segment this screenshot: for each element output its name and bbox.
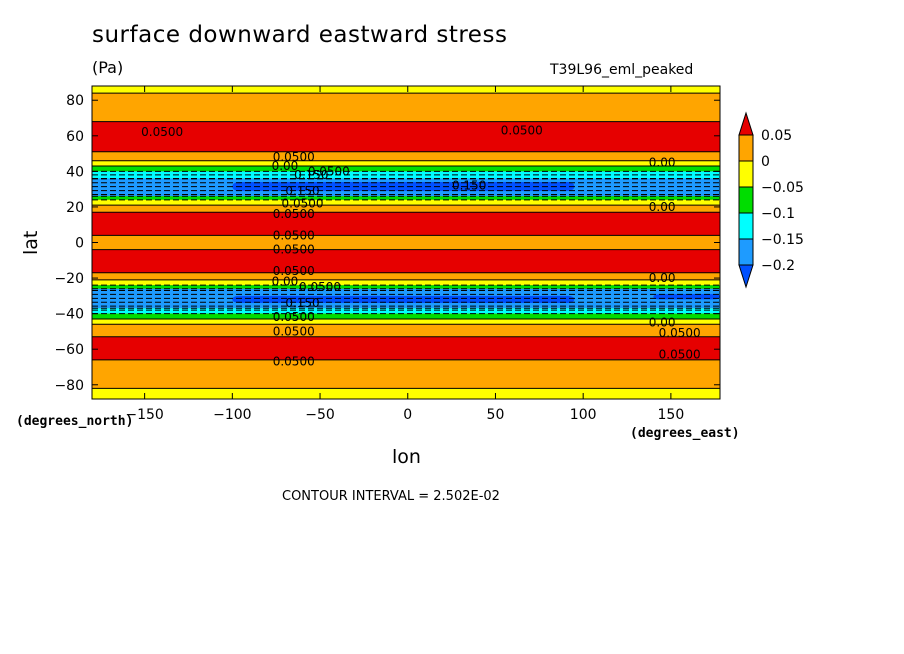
- contour-label: 0.00: [649, 316, 676, 330]
- stress-band: [92, 279, 720, 286]
- x-axis-label: lon: [392, 446, 421, 468]
- y-tick-label: −80: [54, 378, 84, 394]
- contour-label: 0.0500: [273, 207, 315, 221]
- y-tick-label: −40: [54, 307, 84, 323]
- contour-label: 0.0500: [141, 125, 183, 139]
- colorbar-label: −0.15: [761, 232, 804, 248]
- x-tick-label: −100: [213, 407, 251, 423]
- stress-band: [92, 318, 720, 325]
- x-unit-label: (degrees_east): [630, 426, 740, 441]
- stress-band: [92, 171, 720, 179]
- stress-band: [92, 235, 720, 250]
- y-tick-label: 60: [66, 129, 84, 145]
- contour-label: 0.0500: [273, 264, 315, 278]
- contour-label: 0.0500: [273, 310, 315, 324]
- y-tick-label: 0: [75, 236, 84, 252]
- stress-band: [92, 388, 720, 399]
- stress-band: [92, 249, 720, 273]
- stress-band: [92, 313, 720, 319]
- contour-label: 0.00: [649, 200, 676, 214]
- stress-band: [92, 324, 720, 337]
- colorbar-segment: [738, 212, 754, 240]
- contour-label: 0.0500: [659, 326, 701, 340]
- colorbar-label: −0.05: [761, 180, 804, 196]
- contour-label: 0.00: [272, 275, 299, 289]
- x-tick-label: −50: [305, 407, 335, 423]
- contour-label: 0.0500: [308, 164, 350, 178]
- chart-units: (Pa): [92, 58, 124, 77]
- stress-band: [92, 121, 720, 152]
- colorbar-segment: [738, 238, 754, 266]
- x-tick-label: −150: [125, 407, 163, 423]
- stress-band: [92, 272, 720, 280]
- stress-band: [92, 285, 720, 289]
- x-tick-label: 0: [403, 407, 412, 423]
- colorbar-segment: [738, 134, 754, 162]
- colorbar-label: −0.2: [761, 258, 795, 274]
- colorbar-segment: [738, 160, 754, 188]
- y-tick-label: 40: [66, 164, 84, 180]
- contour-label: 0.0500: [273, 355, 315, 369]
- strong-westward-patch: [232, 295, 575, 303]
- stress-band: [92, 205, 720, 213]
- stress-band: [92, 151, 720, 161]
- contour-label: 0.150: [285, 184, 319, 198]
- stress-band: [92, 160, 720, 167]
- stress-band: [92, 166, 720, 172]
- colorbar-label: −0.1: [761, 206, 795, 222]
- stress-band: [92, 199, 720, 206]
- contour-label: 0.150: [294, 168, 328, 182]
- contour-label: 0.0500: [273, 228, 315, 242]
- stress-band: [92, 196, 720, 200]
- y-tick-label: 80: [66, 93, 84, 109]
- colorbar-label: 0: [761, 154, 770, 170]
- x-tick-label: 150: [658, 407, 685, 423]
- contour-label: 0.00: [272, 159, 299, 173]
- colorbar-arrow-top: [738, 111, 754, 136]
- contour-label: 0.00: [649, 271, 676, 285]
- contour-label: 0.0500: [501, 123, 543, 137]
- colorbar-segment: [738, 186, 754, 214]
- chart-title: surface downward eastward stress: [92, 22, 508, 48]
- contour-label: 0.150: [285, 296, 319, 310]
- stress-band: [92, 212, 720, 236]
- stress-band: [92, 336, 720, 360]
- y-tick-label: −60: [54, 342, 84, 358]
- x-tick-label: 100: [570, 407, 597, 423]
- y-unit-label: (degrees_north): [16, 414, 134, 429]
- colorbar-label: 0.05: [761, 128, 792, 144]
- dataset-label: T39L96_eml_peaked: [550, 62, 694, 78]
- stress-band: [92, 93, 720, 122]
- contour-label: 0.150: [452, 179, 486, 193]
- y-tick-label: 20: [66, 200, 84, 216]
- contour-interval-note: CONTOUR INTERVAL = 2.502E-02: [282, 489, 500, 504]
- stress-band: [92, 86, 720, 94]
- colorbar-arrow-bottom: [738, 264, 754, 289]
- contour-label: 0.0500: [273, 324, 315, 338]
- contour-label: 0.0500: [659, 348, 701, 362]
- y-tick-label: −20: [54, 271, 84, 287]
- contour-label: 0.00: [649, 155, 676, 169]
- contour-label: 0.0500: [282, 196, 324, 210]
- contour-label: 0.0500: [273, 243, 315, 257]
- contour-label: 0.0500: [273, 150, 315, 164]
- x-tick-label: 50: [487, 407, 505, 423]
- stress-band: [92, 308, 720, 314]
- stress-band: [92, 359, 720, 389]
- contour-label: 0.0500: [299, 280, 341, 294]
